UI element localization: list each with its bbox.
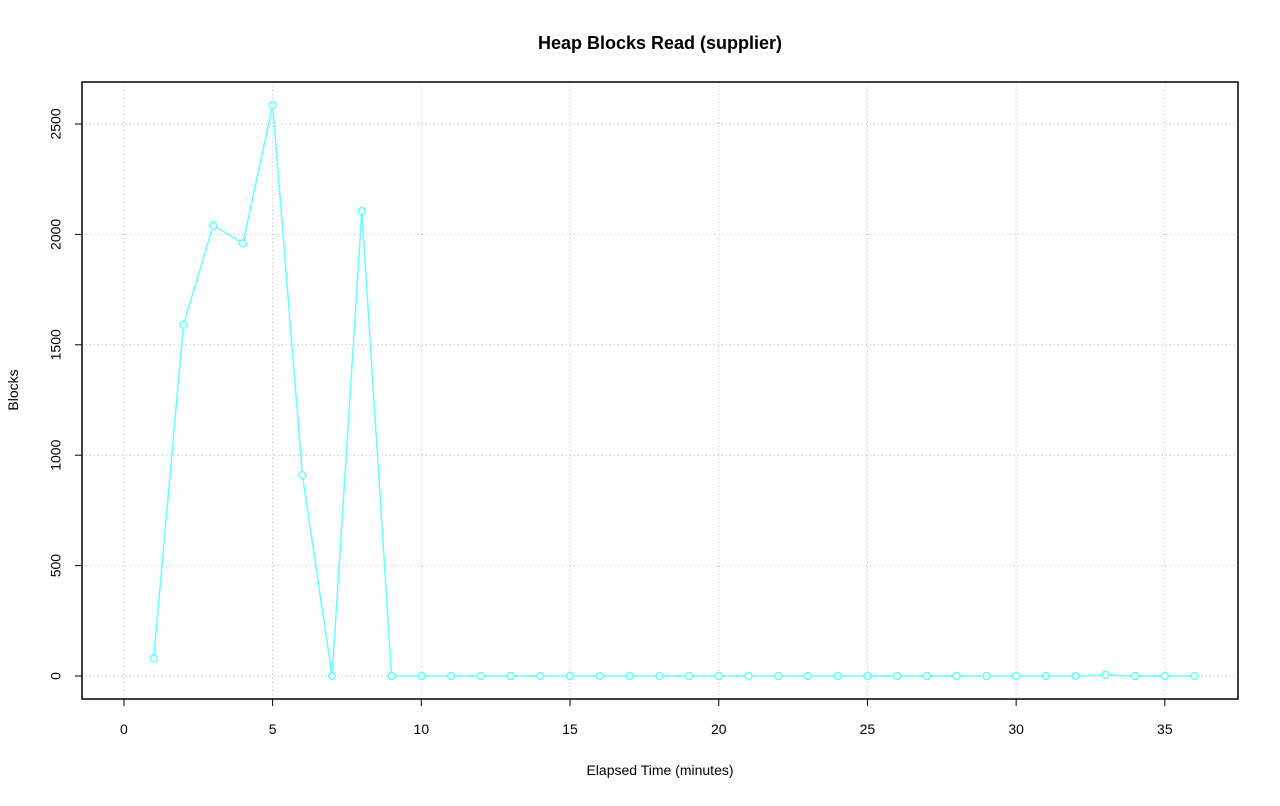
x-tick-label: 20 (711, 721, 727, 737)
y-tick-label: 2500 (48, 108, 64, 139)
data-point (952, 671, 961, 681)
plot-frame (81, 81, 1239, 700)
x-tick-label: 15 (562, 721, 578, 737)
data-point (387, 671, 396, 681)
data-point (595, 671, 605, 681)
y-axis-label: Blocks (5, 369, 21, 410)
data-point (238, 238, 248, 248)
data-line (152, 105, 1195, 677)
data-point (714, 671, 723, 681)
x-tick-label: 10 (414, 721, 430, 737)
data-point (833, 671, 842, 681)
data-point (1011, 671, 1021, 681)
data-point (1160, 671, 1170, 681)
chart-title: Heap Blocks Read (supplier) (538, 33, 782, 53)
x-tick-label: 30 (1008, 721, 1024, 737)
data-point (327, 671, 337, 681)
data-point (357, 206, 367, 216)
x-tick-label: 35 (1157, 721, 1173, 737)
data-point (149, 654, 158, 663)
x-axis-label: Elapsed Time (minutes) (586, 762, 733, 778)
y-tick-label: 0 (48, 672, 64, 680)
data-point (625, 671, 634, 681)
y-tick-label: 500 (48, 554, 64, 578)
data-point (773, 671, 783, 681)
y-tick-label: 2000 (48, 219, 64, 250)
data-point (536, 671, 545, 681)
data-point (922, 671, 932, 681)
data-point (892, 671, 902, 681)
data-point (1101, 670, 1110, 680)
data-point (1190, 671, 1199, 681)
data-point (684, 671, 694, 681)
data-point (179, 320, 188, 330)
data-point (803, 671, 813, 681)
data-point (208, 221, 218, 230)
data-point (298, 470, 307, 480)
x-tick-label: 5 (269, 721, 277, 737)
data-point (982, 671, 991, 681)
y-tick-label: 1500 (48, 329, 64, 360)
data-point (1130, 671, 1140, 681)
data-point (506, 671, 515, 681)
data-point (1041, 671, 1051, 681)
data-point (417, 671, 426, 681)
x-tick-label: 0 (120, 721, 128, 737)
data-point (565, 671, 575, 681)
data-point (744, 671, 753, 681)
data-point (1071, 671, 1080, 681)
x-tick-label: 25 (860, 721, 876, 737)
data-point (863, 671, 872, 681)
data-point (476, 671, 486, 681)
data-point (655, 671, 664, 681)
y-tick-label: 1000 (48, 439, 64, 470)
data-point (268, 100, 277, 110)
data-point (446, 671, 456, 681)
